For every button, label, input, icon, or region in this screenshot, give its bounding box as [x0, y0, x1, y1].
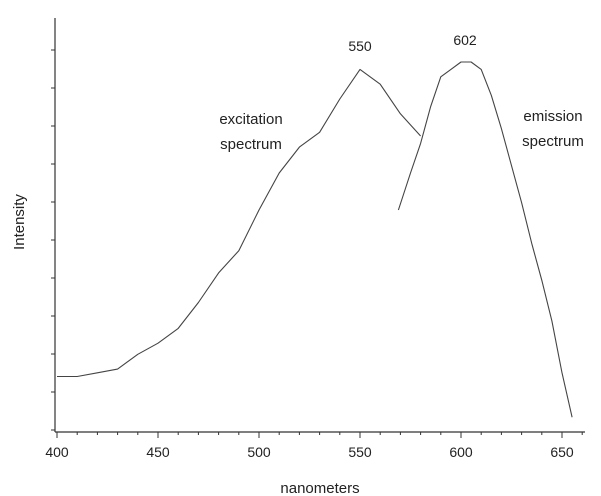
x-tick-label: 500	[247, 444, 271, 460]
x-tick-label: 550	[348, 444, 372, 460]
x-tick-label: 600	[449, 444, 473, 460]
series-line-1	[57, 68, 422, 378]
y-axis-title: Intensity	[11, 194, 28, 250]
x-axis-ticks: 400 450 500 550 600 650	[45, 432, 583, 460]
x-tick-label: 400	[45, 444, 69, 460]
peak-label: 550	[348, 38, 372, 54]
y-axis-ticks	[51, 49, 55, 431]
series-line-2	[397, 61, 573, 418]
x-tick-label: 650	[550, 444, 574, 460]
series-group	[57, 61, 573, 418]
peak-label: 602	[453, 32, 477, 48]
x-axis-title: nanometers	[280, 480, 359, 496]
annotations: 550 602 excitation spectrum emission spectrum	[219, 32, 584, 153]
series-annotation: excitation spectrum	[219, 111, 282, 153]
series-annotation: emission spectrum	[522, 108, 584, 150]
x-tick-label: 450	[146, 444, 170, 460]
